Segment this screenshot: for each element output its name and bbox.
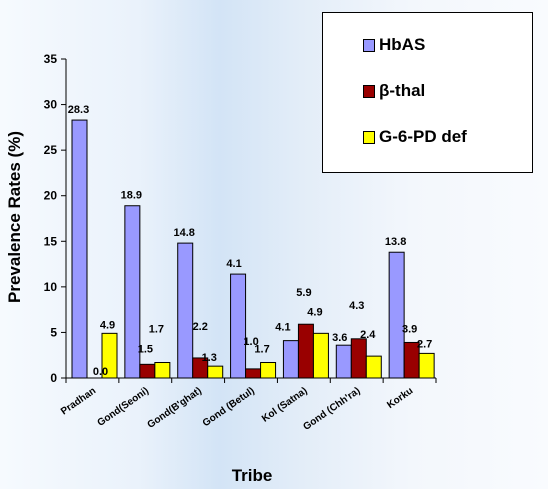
bar-g-6-pd-def-4	[312, 332, 329, 379]
data-label: 3.6	[332, 332, 347, 344]
data-label: 2.4	[360, 329, 376, 341]
data-label: 3.9	[402, 323, 417, 335]
bar-g-6-pd-def-1	[154, 362, 171, 379]
y-tick-label: 10	[44, 280, 58, 294]
data-label: 1.0	[243, 336, 258, 348]
legend-item-g6pd: G-6-PD def	[363, 127, 467, 147]
data-label: 14.8	[174, 227, 195, 239]
y-tick-label: 35	[44, 52, 58, 66]
data-label: 1.5	[138, 343, 153, 355]
legend-label-hbas: HbAS	[379, 35, 426, 54]
bar-hbas-6	[388, 251, 405, 379]
x-tick-label: Gond (Betul)	[201, 385, 257, 429]
x-axis-title: Tribe	[232, 466, 273, 485]
bar-g-6-pd-def-5	[365, 355, 382, 379]
legend-swatch-hbas	[363, 38, 375, 52]
bar-g-6-pd-def-3	[260, 362, 277, 379]
x-tick-label: Korku	[385, 385, 415, 411]
data-label: 4.3	[349, 300, 364, 312]
legend-item-beta-thal: β-thal	[363, 81, 425, 101]
bar--thal-1	[139, 363, 156, 379]
data-label: 18.9	[121, 190, 142, 202]
data-label: 1.7	[149, 324, 164, 336]
x-tick-label: Gond(Seoni)	[96, 385, 151, 428]
data-label: 1.7	[254, 344, 269, 356]
bar-hbas-3	[230, 273, 247, 379]
data-label: 28.3	[68, 104, 89, 116]
legend-label-beta-thal: β-thal	[379, 81, 426, 100]
data-label: 1.3	[202, 352, 217, 364]
x-tick-label: Gond (Chh'ra)	[301, 385, 362, 432]
data-label: 2.2	[193, 321, 208, 333]
y-tick-label: 0	[50, 371, 57, 385]
y-tick-label: 15	[44, 234, 58, 248]
legend-swatch-g6pd	[363, 130, 375, 144]
data-label: 4.1	[226, 258, 241, 270]
data-label: 13.8	[385, 236, 406, 248]
bar-g-6-pd-def-6	[418, 352, 435, 379]
legend-label-g6pd: G-6-PD def	[379, 127, 467, 146]
bar--thal-5	[350, 338, 367, 379]
bar-hbas-4	[282, 340, 299, 379]
y-axis-title: Prevalence Rates (%)	[5, 131, 24, 303]
bar--thal-3	[245, 368, 262, 379]
data-label: 2.7	[417, 338, 432, 350]
x-tick-label: Pradhan	[59, 385, 98, 417]
data-labels-layer: 28.30.04.918.91.51.714.82.21.34.11.01.74…	[68, 104, 433, 378]
bar-hbas-0	[71, 119, 88, 379]
x-tick-label: Gond(B'ghat)	[146, 385, 204, 430]
data-label: 4.9	[100, 319, 115, 331]
legend-swatch-beta-thal	[363, 84, 375, 98]
bars-layer	[71, 119, 435, 379]
y-tick-label: 20	[44, 189, 58, 203]
x-tick-label: Kol (Satna)	[260, 385, 310, 424]
y-tick-label: 25	[44, 143, 58, 157]
data-label: 5.9	[296, 287, 311, 299]
bar--thal-4	[297, 323, 314, 379]
data-label: 0.0	[93, 366, 108, 378]
bar-hbas-5	[335, 344, 352, 379]
bar-hbas-2	[177, 242, 194, 379]
data-label: 4.1	[275, 322, 290, 334]
data-label: 4.9	[307, 306, 322, 318]
legend-item-hbas: HbAS	[363, 35, 425, 55]
y-tick-label: 5	[50, 325, 57, 339]
y-tick-label: 30	[44, 98, 58, 112]
bar-g-6-pd-def-2	[207, 365, 224, 379]
legend: HbAS β-thal G-6-PD def	[322, 12, 533, 173]
